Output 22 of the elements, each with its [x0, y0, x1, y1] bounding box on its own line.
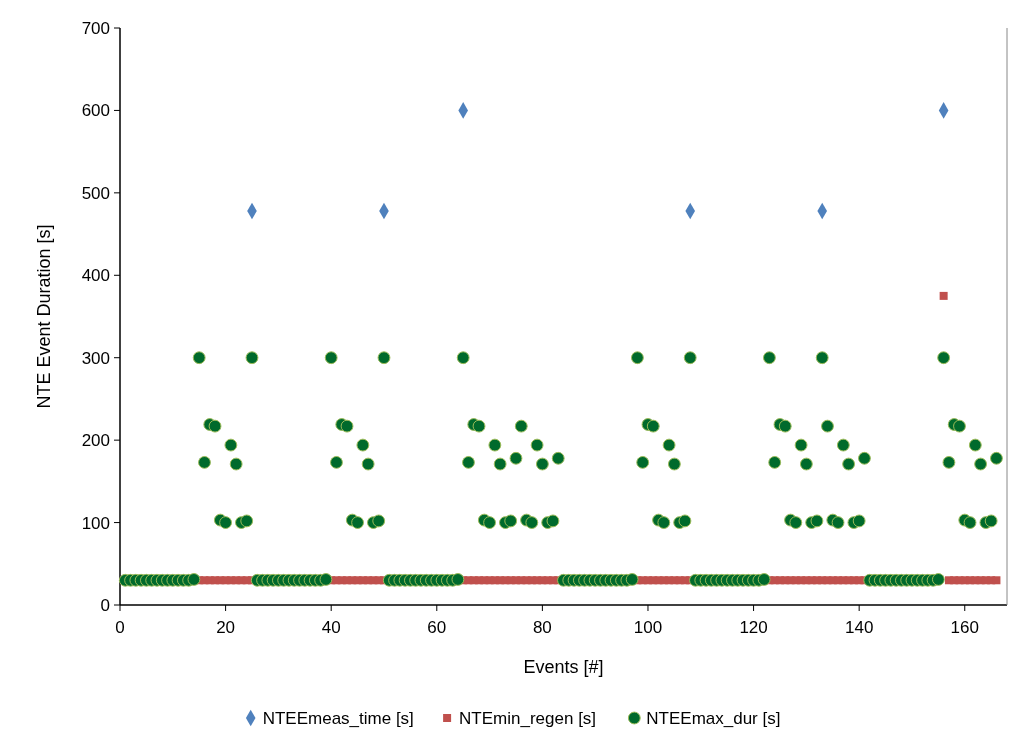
- x-tick-label: 40: [321, 618, 341, 637]
- y-tick-label: 100: [81, 513, 110, 533]
- x-axis-title: Events [#]: [523, 657, 604, 677]
- y-tick-label: 200: [81, 431, 110, 451]
- legend-label: NTEEmax_dur [s]: [646, 709, 781, 728]
- legend-label: NTEEmeas_time [s]: [262, 709, 414, 728]
- y-tick-label: 0: [100, 595, 110, 615]
- x-tick-label: 160: [950, 618, 979, 637]
- x-tick-label: 0: [115, 618, 125, 637]
- y-tick-label: 500: [81, 183, 110, 203]
- x-tick-label: 100: [633, 618, 663, 637]
- y-tick-label: 700: [81, 18, 110, 38]
- x-tick-label: 120: [739, 618, 768, 637]
- y-tick-label: 400: [81, 266, 110, 286]
- x-tick-label: 80: [532, 618, 552, 637]
- y-tick-label: 600: [81, 101, 110, 121]
- legend-label: NTEmin_regen [s]: [459, 709, 597, 728]
- y-axis-title: NTE Event Duration [s]: [34, 224, 54, 409]
- x-tick-label: 140: [844, 618, 874, 637]
- y-tick-label: 300: [81, 348, 110, 368]
- x-tick-label: 60: [427, 618, 447, 637]
- x-tick-label: 20: [216, 618, 236, 637]
